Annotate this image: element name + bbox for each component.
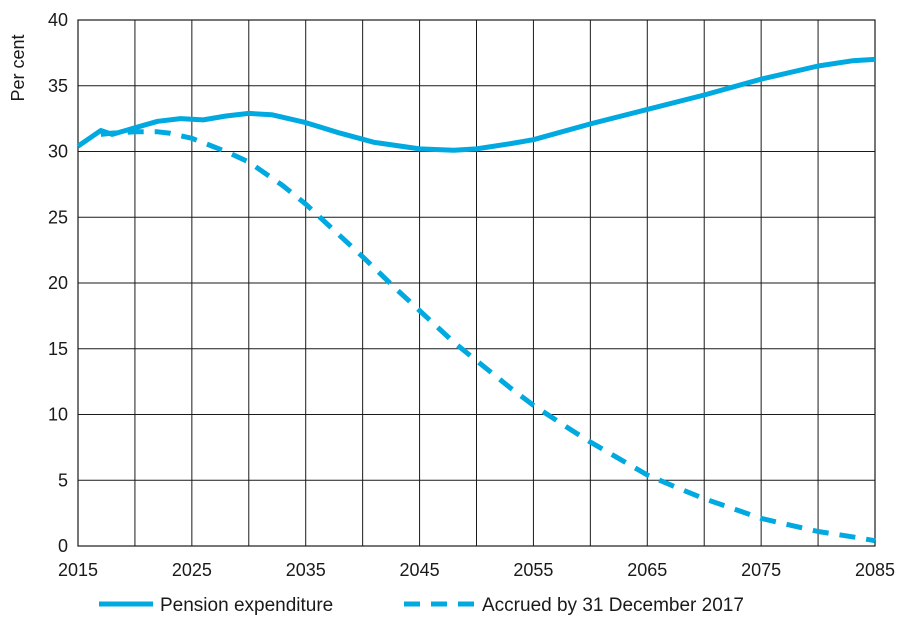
y-tick-label: 20 — [48, 273, 68, 293]
x-tick-label: 2015 — [58, 560, 98, 580]
y-tick-label: 30 — [48, 142, 68, 162]
y-axis-title: Per cent — [8, 34, 28, 101]
legend-label-accrued: Accrued by 31 December 2017 — [482, 595, 744, 616]
y-tick-label: 15 — [48, 339, 68, 359]
series-lines — [76, 56, 876, 544]
y-tick-label: 10 — [48, 405, 68, 425]
y-tick-label: 25 — [48, 207, 68, 227]
y-axis-ticks: 0 5 10 15 20 25 30 35 40 — [48, 10, 68, 556]
x-tick-label: 2025 — [172, 560, 212, 580]
series-line-1 — [100, 129, 876, 544]
x-tick-label: 2075 — [741, 560, 781, 580]
y-tick-label: 0 — [58, 536, 68, 556]
x-tick-label: 2085 — [855, 560, 895, 580]
legend-label-pension-expenditure: Pension expenditure — [160, 595, 333, 616]
y-tick-label: 5 — [58, 470, 68, 490]
grid — [77, 19, 876, 547]
x-axis-ticks: 2015 2025 2035 2045 2055 2065 2075 2085 — [58, 560, 895, 580]
x-tick-label: 2035 — [286, 560, 326, 580]
y-tick-label: 35 — [48, 76, 68, 96]
x-tick-label: 2045 — [400, 560, 440, 580]
legend: Pension expenditure Accrued by 31 Decemb… — [99, 595, 744, 616]
y-tick-label: 40 — [48, 10, 68, 30]
series-line-0 — [76, 56, 876, 153]
x-tick-label: 2055 — [513, 560, 553, 580]
x-tick-label: 2065 — [627, 560, 667, 580]
